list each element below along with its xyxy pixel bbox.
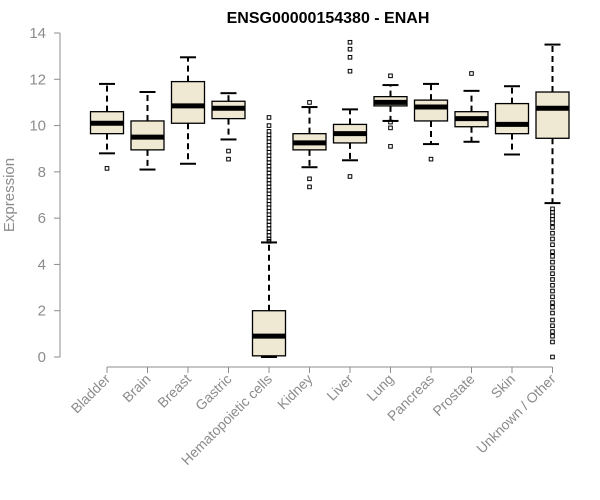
box-group — [373, 73, 408, 149]
x-tick-label: Breast — [154, 371, 194, 411]
outlier-point — [388, 144, 393, 149]
outlier-point — [388, 73, 393, 79]
box-group — [170, 56, 206, 165]
x-tick-label: Lung — [363, 371, 396, 404]
outlier-point — [307, 176, 312, 182]
outlier-point — [550, 294, 555, 300]
outlier-point — [266, 238, 272, 244]
outlier-point — [550, 323, 555, 329]
y-axis-label: Expression — [1, 158, 18, 232]
y-tick-label: 12 — [29, 71, 46, 88]
box-group — [130, 91, 165, 171]
outlier-point — [550, 304, 555, 310]
outlier-point — [347, 68, 353, 74]
outlier-point — [266, 129, 272, 134]
box-group — [292, 100, 327, 190]
x-tick-label: Skin — [488, 371, 519, 402]
box-series — [89, 39, 570, 360]
y-tick-label: 2 — [38, 303, 46, 320]
outlier-point — [550, 242, 555, 248]
outlier-point — [226, 156, 231, 162]
outlier-point — [550, 259, 555, 265]
box-iqr — [535, 91, 570, 139]
x-tick-label: Brain — [119, 371, 153, 405]
box-group — [89, 82, 125, 171]
y-tick-label: 14 — [29, 25, 46, 42]
outlier-point — [550, 236, 555, 242]
x-tick-label: Bladder — [68, 371, 114, 417]
outlier-point — [307, 100, 312, 105]
y-tick-label: 8 — [38, 164, 46, 181]
box-group — [413, 82, 449, 162]
outlier-point — [388, 119, 393, 125]
outlier-point — [266, 123, 272, 128]
box-iqr — [494, 102, 530, 135]
y-tick-label: 10 — [29, 118, 46, 135]
outlier-point — [550, 220, 555, 226]
outlier-point — [550, 282, 555, 288]
box-group — [454, 71, 489, 143]
x-tick-label: Prostate — [429, 371, 477, 419]
y-tick-label: 6 — [38, 210, 46, 227]
x-tick-label: Liver — [323, 371, 356, 404]
outlier-point — [550, 333, 555, 339]
box-iqr — [170, 80, 206, 124]
outlier-point — [550, 230, 555, 236]
outlier-point — [307, 184, 312, 190]
outlier-point — [266, 115, 272, 120]
chart-title: ENSG00000154380 - ENAH — [227, 10, 430, 27]
y-tick-label: 4 — [38, 256, 46, 273]
outlier-point — [388, 125, 393, 131]
outlier-point — [550, 354, 555, 360]
outlier-point — [550, 329, 555, 334]
outlier-point — [104, 166, 110, 171]
outlier-point — [550, 288, 555, 294]
outlier-point — [550, 265, 555, 271]
outlier-point — [469, 71, 474, 76]
axes: 0 2 4 6 8 10 12 14 — [29, 25, 553, 373]
box-group — [494, 85, 530, 156]
box-iqr — [413, 99, 449, 122]
outlier-point — [226, 148, 231, 154]
outlier-point — [550, 300, 555, 305]
outlier-point — [347, 39, 353, 45]
box-group — [535, 43, 570, 360]
box-group — [251, 115, 287, 358]
outlier-point — [550, 254, 555, 259]
x-tick-label: Kidney — [274, 371, 316, 413]
outlier-point — [550, 310, 555, 316]
outlier-point — [347, 174, 353, 179]
y-tick-label: 0 — [38, 349, 46, 366]
outlier-point — [347, 55, 353, 60]
outlier-point — [347, 46, 353, 52]
box-iqr — [251, 310, 287, 357]
outlier-point — [550, 249, 555, 254]
outlier-point — [550, 225, 555, 230]
box-group — [332, 39, 368, 179]
outlier-point — [550, 339, 555, 345]
outlier-point — [550, 317, 555, 323]
outlier-point — [428, 156, 434, 162]
outlier-point — [550, 271, 555, 276]
outlier-point — [550, 277, 555, 282]
box-group — [211, 92, 246, 162]
